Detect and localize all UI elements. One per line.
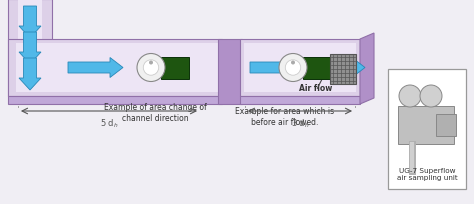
FancyArrow shape: [250, 58, 305, 78]
Text: Air flow: Air flow: [300, 84, 333, 93]
Bar: [16, 44, 222, 93]
Text: UG-7 Superflow
air sampling unit: UG-7 Superflow air sampling unit: [397, 167, 457, 180]
Bar: [8, 96, 222, 104]
Circle shape: [291, 61, 295, 65]
Bar: [398, 106, 454, 144]
Circle shape: [143, 61, 159, 76]
Bar: [240, 40, 360, 96]
Bar: [161, 57, 189, 79]
Bar: [8, 40, 222, 96]
Bar: [303, 57, 331, 79]
Circle shape: [420, 86, 442, 108]
FancyArrow shape: [19, 59, 41, 91]
Text: 3 d$_h$: 3 d$_h$: [291, 118, 310, 130]
Bar: [244, 44, 356, 93]
Bar: [330, 54, 356, 84]
FancyArrow shape: [68, 58, 123, 78]
Bar: [436, 114, 456, 136]
Polygon shape: [360, 34, 374, 104]
Bar: [388, 70, 466, 189]
Polygon shape: [218, 40, 242, 104]
Bar: [8, 0, 52, 96]
FancyArrow shape: [322, 58, 365, 78]
Circle shape: [285, 61, 301, 76]
Circle shape: [279, 54, 307, 82]
FancyArrow shape: [19, 7, 41, 39]
Bar: [240, 96, 360, 104]
Circle shape: [149, 61, 153, 65]
FancyArrow shape: [19, 33, 41, 65]
Text: Example of area change of
channel direction: Example of area change of channel direct…: [104, 103, 206, 122]
Bar: [18, 0, 42, 96]
Circle shape: [399, 86, 421, 108]
Circle shape: [137, 54, 165, 82]
Text: Example for area which is
before air flowed.: Example for area which is before air flo…: [236, 107, 335, 126]
Text: 5 d$_h$: 5 d$_h$: [100, 118, 118, 130]
